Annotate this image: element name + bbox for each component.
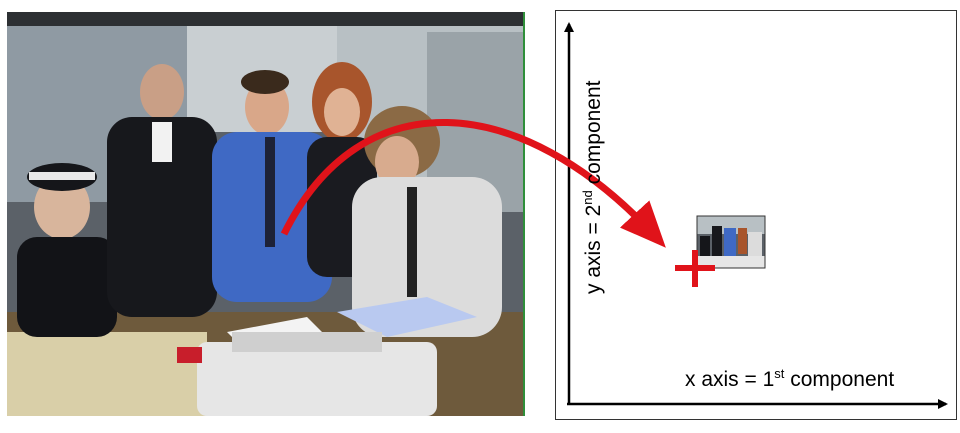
office-scene-photo — [7, 12, 525, 416]
y-axis-label: y axis = 2nd component — [580, 80, 605, 294]
embedding-plot-panel — [555, 10, 957, 420]
x-axis-label: x axis = 1st component — [685, 366, 895, 391]
office-scene-illustration — [7, 12, 523, 416]
